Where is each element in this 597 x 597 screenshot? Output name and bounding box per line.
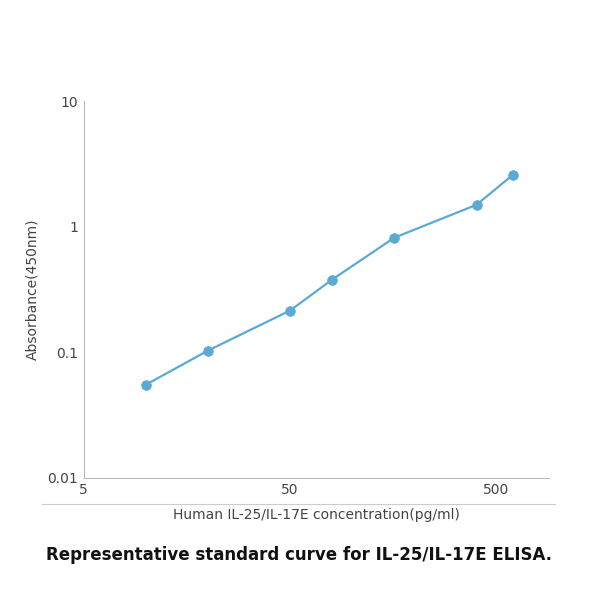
X-axis label: Human IL-25/IL-17E concentration(pg/ml): Human IL-25/IL-17E concentration(pg/ml) [173,508,460,522]
Text: Representative standard curve for IL-25/IL-17E ELISA.: Representative standard curve for IL-25/… [45,546,552,564]
Y-axis label: Absorbance(450nm): Absorbance(450nm) [25,219,39,361]
